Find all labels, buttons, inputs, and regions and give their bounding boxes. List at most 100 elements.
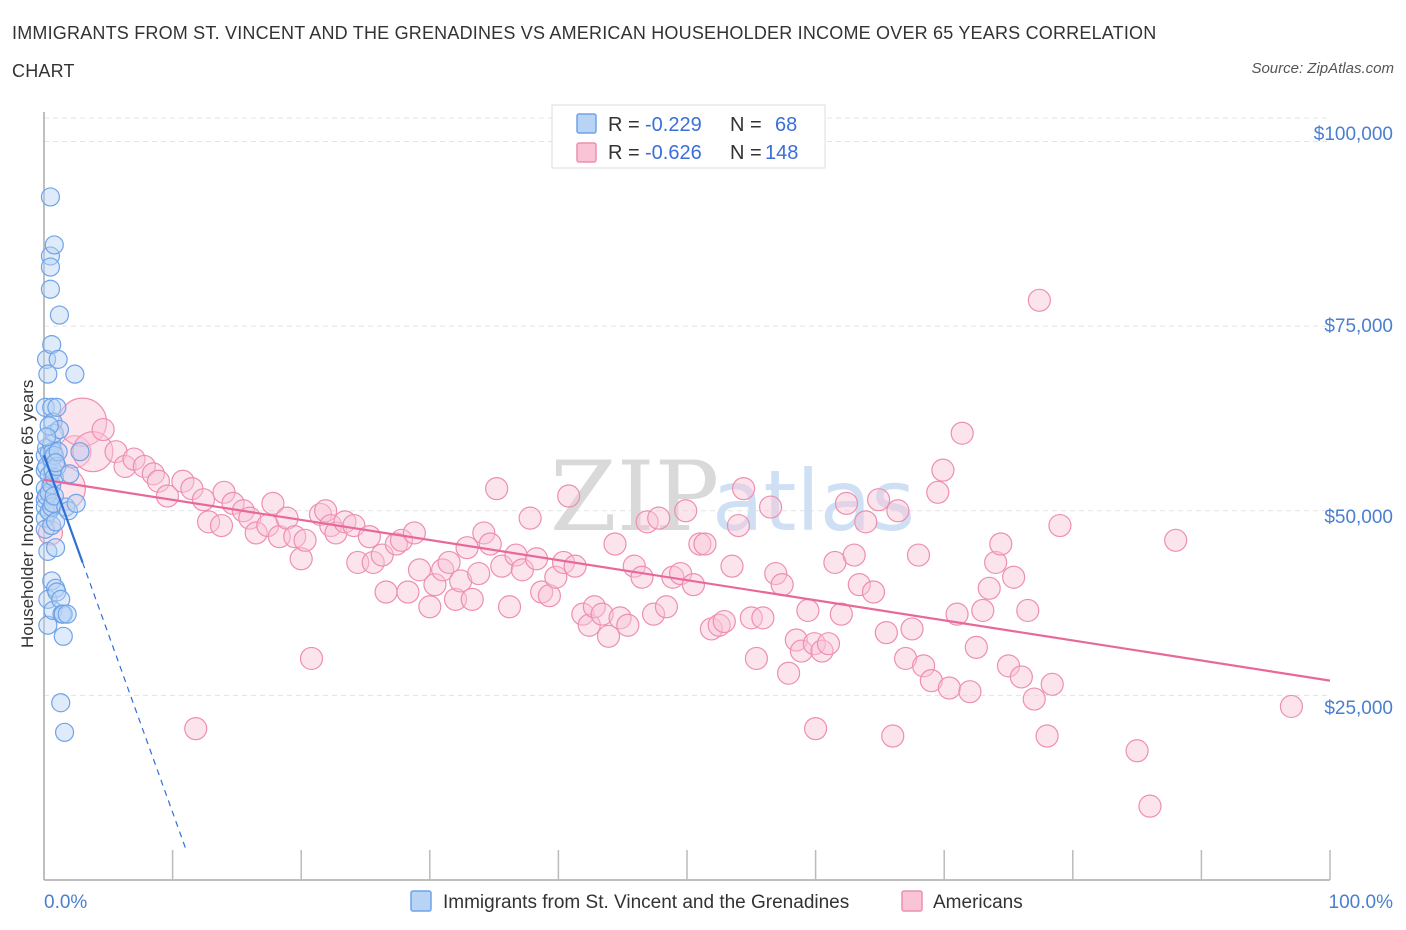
watermark-zip: ZIP <box>550 441 719 553</box>
american-point <box>758 495 783 519</box>
immigrants-trend-line <box>42 455 84 563</box>
american-point <box>563 554 587 578</box>
immigrant-point <box>39 416 59 436</box>
american-point <box>1048 513 1072 538</box>
bottom-legend-pink-swatch <box>901 890 923 912</box>
american-point <box>571 602 595 626</box>
american-point <box>209 513 234 538</box>
immigrant-point <box>53 626 73 646</box>
american-point <box>396 580 420 604</box>
immigrant-point <box>44 445 64 465</box>
immigrant-point <box>35 397 55 417</box>
american-point <box>299 646 324 671</box>
immigrant-point <box>40 187 61 207</box>
american-point <box>603 532 627 556</box>
american-point <box>261 491 285 515</box>
american-point <box>1279 694 1304 719</box>
american-point <box>770 573 794 597</box>
series-legend: Immigrants from St. Vincent and the Gren… <box>410 890 1023 913</box>
american-point <box>720 554 744 578</box>
american-point <box>544 565 568 589</box>
immigrant-point <box>66 493 86 513</box>
american-point <box>731 477 756 501</box>
american-point <box>861 580 886 604</box>
american-point <box>91 417 115 442</box>
y-tick-label-25000: $25,000 <box>1324 698 1393 719</box>
legend-blue-n-value: 68 <box>775 114 797 136</box>
american-point <box>647 506 671 530</box>
american-point <box>867 488 891 512</box>
americans-points <box>37 288 1304 818</box>
american-point <box>616 613 640 637</box>
american-point <box>989 532 1013 556</box>
american-point <box>314 499 338 523</box>
american-point <box>1002 565 1026 589</box>
american-point <box>467 561 491 586</box>
american-point <box>726 513 751 538</box>
american-point <box>931 458 955 482</box>
bottom-legend-blue-label: Immigrants from St. Vincent and the Gren… <box>443 892 849 913</box>
american-point <box>950 421 974 445</box>
american-point <box>900 617 924 641</box>
immigrant-point <box>42 515 62 536</box>
american-point <box>688 532 712 556</box>
american-point <box>842 543 866 567</box>
american-point <box>1040 672 1064 696</box>
immigrant-point <box>36 427 57 447</box>
immigrant-point <box>70 442 90 462</box>
american-point <box>886 499 910 523</box>
american-point <box>113 454 137 479</box>
american-point <box>104 440 128 464</box>
american-point <box>244 521 268 545</box>
american-point <box>693 532 717 556</box>
american-point <box>1035 724 1059 748</box>
legend-blue-swatch <box>576 113 597 134</box>
american-point <box>964 635 988 659</box>
legend-pink-n-label: N = <box>730 142 762 164</box>
immigrant-point <box>40 257 61 277</box>
american-point <box>874 621 898 645</box>
immigrant-point <box>36 486 57 506</box>
american-point <box>881 724 905 748</box>
american-point <box>1009 665 1033 689</box>
chart-source: Source: ZipAtlas.com <box>1251 60 1394 77</box>
americans-trend-line <box>43 478 1331 682</box>
immigrant-point <box>48 442 68 462</box>
american-point <box>155 484 180 508</box>
american-point <box>1027 288 1051 312</box>
immigrant-point <box>40 279 61 299</box>
american-point <box>937 676 961 700</box>
american-point <box>1016 598 1040 623</box>
american-point <box>1164 528 1188 552</box>
american-point <box>590 602 614 626</box>
american-point <box>497 595 522 619</box>
american-point <box>816 632 841 656</box>
american-point <box>796 598 820 623</box>
y-tick-label-75000: $75,000 <box>1324 316 1393 337</box>
american-point <box>596 624 621 648</box>
american-point <box>191 488 216 512</box>
american-point <box>906 543 931 567</box>
immigrant-point <box>48 349 68 369</box>
american-point <box>751 606 775 630</box>
american-point <box>443 587 468 611</box>
american-point <box>912 654 936 678</box>
american-point <box>132 454 156 479</box>
american-point <box>472 521 496 545</box>
american-point <box>184 717 208 741</box>
american-point <box>407 558 432 582</box>
american-point <box>829 602 853 626</box>
immigrant-point <box>36 349 57 369</box>
chart-title: IMMIGRANTS FROM ST. VINCENT AND THE GREN… <box>12 23 1157 81</box>
legend-blue-n-label: N = <box>730 114 762 136</box>
american-point <box>971 598 995 623</box>
x-tick-label-min: 0.0% <box>44 892 87 913</box>
immigrant-point <box>40 246 61 266</box>
american-point <box>485 477 509 501</box>
american-point <box>1138 794 1162 818</box>
american-point <box>1125 739 1149 763</box>
immigrant-point <box>51 693 71 713</box>
bottom-legend-pink-label: Americans <box>933 892 1023 913</box>
american-point <box>449 569 473 593</box>
